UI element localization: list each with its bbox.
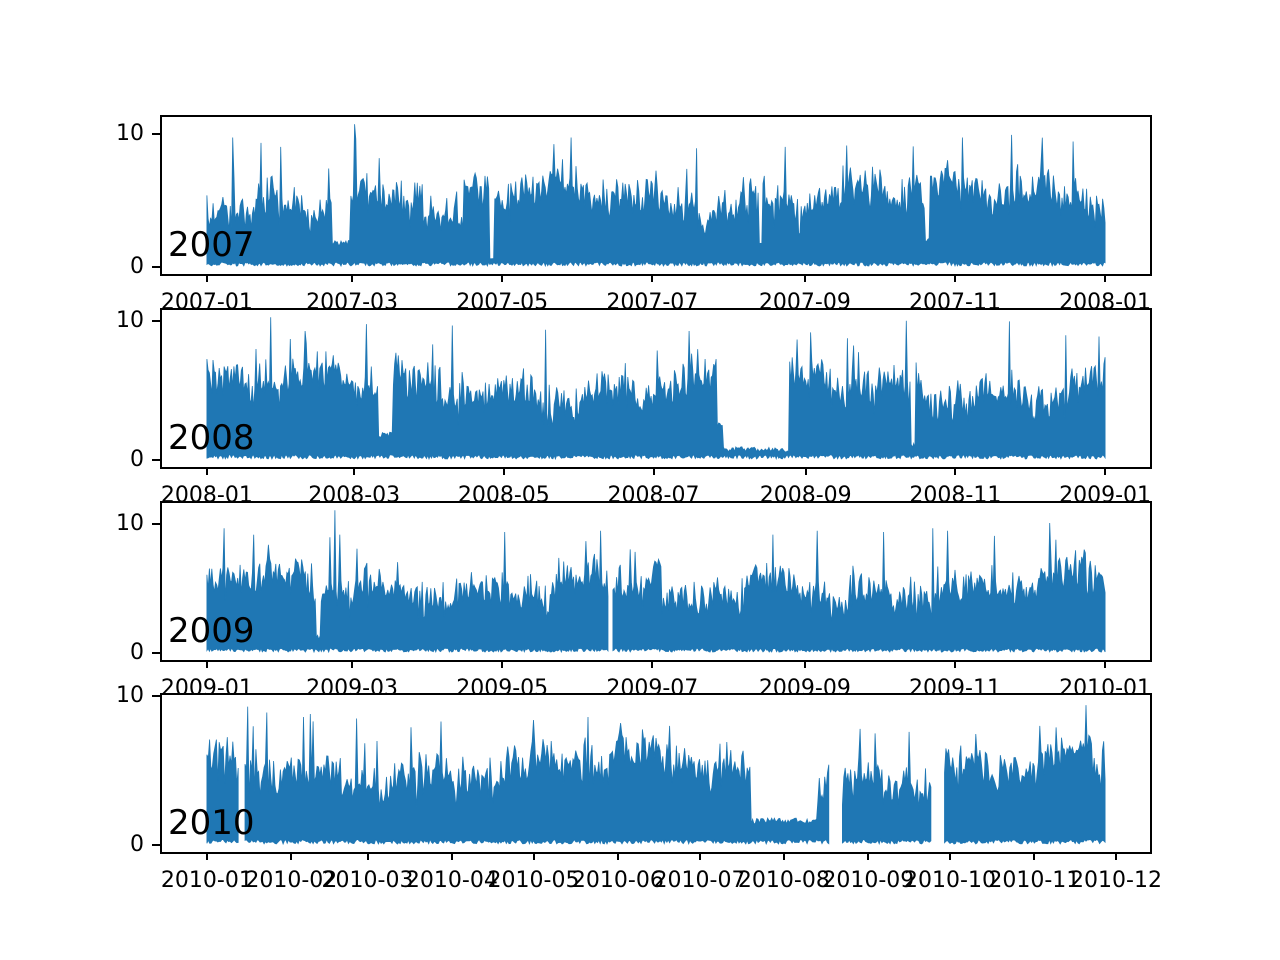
y-tick-mark (152, 843, 160, 846)
year-label: 2007 (168, 225, 255, 265)
x-tick-label: 2010-03 (321, 868, 414, 893)
x-tick-mark (351, 660, 354, 668)
y-tick-mark (152, 695, 160, 698)
time-series-2008 (206, 317, 1106, 461)
x-tick-label: 2010-11 (988, 868, 1081, 893)
time-series-2010 (842, 728, 932, 845)
x-tick-label: 2010-04 (405, 868, 498, 893)
x-tick-mark (205, 852, 208, 860)
x-tick-mark (1104, 467, 1107, 475)
x-tick-mark (698, 852, 701, 860)
x-tick-label: 2010-09 (822, 868, 915, 893)
y-tick-mark (152, 265, 160, 268)
x-tick-mark (1115, 852, 1117, 860)
x-tick-label: 2010-06 (571, 868, 664, 893)
x-tick-label: 2010-12 (1070, 868, 1162, 893)
x-tick-label: 2010-02 (245, 868, 338, 893)
x-tick-mark (290, 852, 293, 860)
x-tick-mark (532, 852, 535, 860)
y-tick-label: 10 (116, 120, 144, 146)
x-tick-mark (954, 274, 956, 282)
time-series-2010 (244, 706, 830, 846)
x-tick-mark (1104, 660, 1107, 668)
x-tick-mark (366, 852, 369, 860)
time-series-2007 (206, 124, 1106, 268)
y-tick-label: 0 (130, 639, 144, 665)
y-tick-label: 0 (130, 446, 144, 472)
x-tick-mark (954, 467, 957, 475)
line-series-svg-2010 (206, 705, 1106, 846)
x-tick-label: 2010-10 (904, 868, 996, 893)
y-tick-label: 10 (116, 308, 144, 334)
x-tick-mark (652, 467, 655, 475)
x-tick-mark (501, 660, 504, 668)
time-series-2010 (206, 737, 239, 844)
x-tick-label: 2010-08 (737, 868, 830, 893)
y-tick-mark (152, 132, 160, 135)
x-tick-mark (867, 852, 870, 860)
x-tick-label: 2010-05 (487, 868, 580, 893)
x-tick-mark (949, 852, 951, 860)
x-tick-mark (205, 660, 208, 668)
x-tick-mark (205, 274, 208, 282)
x-tick-mark (651, 660, 654, 668)
x-tick-mark (651, 274, 654, 282)
time-series-2009 (612, 522, 1106, 653)
year-label: 2009 (168, 611, 255, 651)
x-tick-label: 2010-01 (160, 868, 253, 893)
time-series-2009 (206, 510, 609, 654)
y-tick-mark (152, 651, 160, 654)
x-tick-mark (804, 467, 807, 475)
subplot-row-4-axes: 2010 2010-01 2010-02 2010-03 2010-04 2010-05… (116, 685, 1162, 893)
y-tick-mark (152, 523, 160, 526)
x-tick-mark (353, 467, 356, 475)
y-tick-label: 10 (116, 511, 144, 537)
x-tick-mark (954, 660, 956, 668)
y-tick-mark (152, 458, 160, 461)
x-tick-mark (803, 660, 806, 668)
y-tick-label: 10 (116, 683, 144, 709)
x-tick-mark (782, 852, 785, 860)
x-tick-label: 2010-07 (653, 868, 746, 893)
year-label: 2008 (168, 418, 255, 458)
y-tick-label: 0 (130, 253, 144, 279)
time-series-2010 (944, 705, 1106, 845)
x-tick-mark (450, 852, 453, 860)
year-label: 2010 (168, 803, 255, 843)
y-tick-label: 0 (130, 831, 144, 857)
subplot-row-2-axes: 2008 2008-01 2008-03 2008-05 2008-07 2008-09… (116, 308, 1152, 508)
subplot-row-1-axes: 2007 2007-01 2007-03 2007-05 2007-07 2007-09… (116, 115, 1152, 315)
line-series-svg-2008 (206, 317, 1106, 461)
x-tick-mark (502, 467, 505, 475)
y-tick-mark (152, 320, 160, 323)
x-tick-mark (616, 852, 619, 860)
line-series-svg-2009 (206, 510, 1106, 654)
x-tick-mark (1104, 274, 1107, 282)
x-tick-mark (351, 274, 354, 282)
x-tick-mark (501, 274, 504, 282)
line-series-svg-2007 (206, 124, 1106, 268)
x-tick-mark (205, 467, 208, 475)
x-tick-mark (803, 274, 806, 282)
subplot-row-3-axes: 2009 2009-01 2009-03 2009-05 2009-07 2009-09… (116, 501, 1152, 701)
x-tick-mark (1033, 852, 1036, 860)
